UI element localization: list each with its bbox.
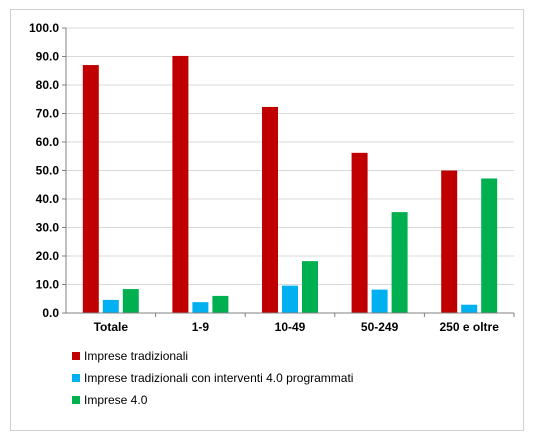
bar-250-e-oltre-series-1 [441, 170, 458, 313]
bar-10-49-series-3 [302, 261, 318, 313]
y-tick-label: 70.0 [36, 107, 60, 121]
y-tick-label: 20.0 [36, 249, 60, 263]
axes [65, 28, 514, 314]
legend-swatch [72, 396, 80, 404]
bar-10-49-series-1 [262, 106, 278, 313]
gridlines [66, 27, 514, 285]
bar-250-e-oltre-series-2 [461, 304, 478, 313]
legend-item-imprese-tradizionali-con-interventi: Imprese tradizionali con interventi 4.0 … [72, 367, 353, 389]
y-tick-label: 30.0 [36, 221, 60, 235]
legend-swatch [72, 374, 80, 382]
legend-label: Imprese 4.0 [84, 393, 148, 407]
bar-250-e-oltre-series-3 [481, 178, 498, 313]
legend: Imprese tradizionali Imprese tradizional… [72, 345, 353, 411]
x-tick-label: 50-249 [361, 320, 399, 334]
y-tick-label: 0.0 [42, 306, 59, 320]
y-tick-label: 100.0 [29, 21, 59, 35]
y-tick-label: 10.0 [36, 278, 60, 292]
bar-50-249-series-2 [371, 289, 388, 313]
bar-50-249-series-1 [351, 152, 368, 313]
bar-totale-series-3 [122, 289, 139, 313]
bars [82, 55, 498, 314]
x-tick-label: Totale [94, 320, 129, 334]
legend-item-imprese-tradizionali: Imprese tradizionali [72, 345, 353, 367]
bar-totale-series-2 [102, 299, 119, 313]
bar-1-9-series-2 [192, 302, 209, 313]
y-tick-label: 40.0 [36, 192, 60, 206]
legend-label: Imprese tradizionali con interventi 4.0 … [84, 371, 354, 385]
y-tick-label: 90.0 [36, 50, 60, 64]
bar-totale-series-1 [82, 65, 99, 313]
y-tick-label: 50.0 [36, 164, 60, 178]
bar-1-9-series-3 [212, 295, 229, 313]
bar-1-9-series-1 [172, 55, 189, 314]
x-tick-label: 250 e oltre [440, 320, 500, 334]
bar-50-249-series-3 [391, 212, 408, 313]
x-tick-label: 10-49 [275, 320, 306, 334]
x-axis-labels: Totale 1-9 10-49 50-249 250 e oltre [94, 313, 515, 334]
x-tick-label: 1-9 [192, 320, 210, 334]
y-axis-ticks: 0.0 10.0 20.0 30.0 40.0 50.0 60.0 70.0 80.0 90.0 1… [29, 21, 66, 320]
y-tick-label: 80.0 [36, 78, 60, 92]
legend-item-imprese-4-0: Imprese 4.0 [72, 389, 353, 411]
legend-label: Imprese tradizionali [84, 349, 189, 363]
bar-10-49-series-2 [282, 285, 298, 313]
y-tick-label: 60.0 [36, 135, 60, 149]
legend-swatch [72, 352, 80, 360]
